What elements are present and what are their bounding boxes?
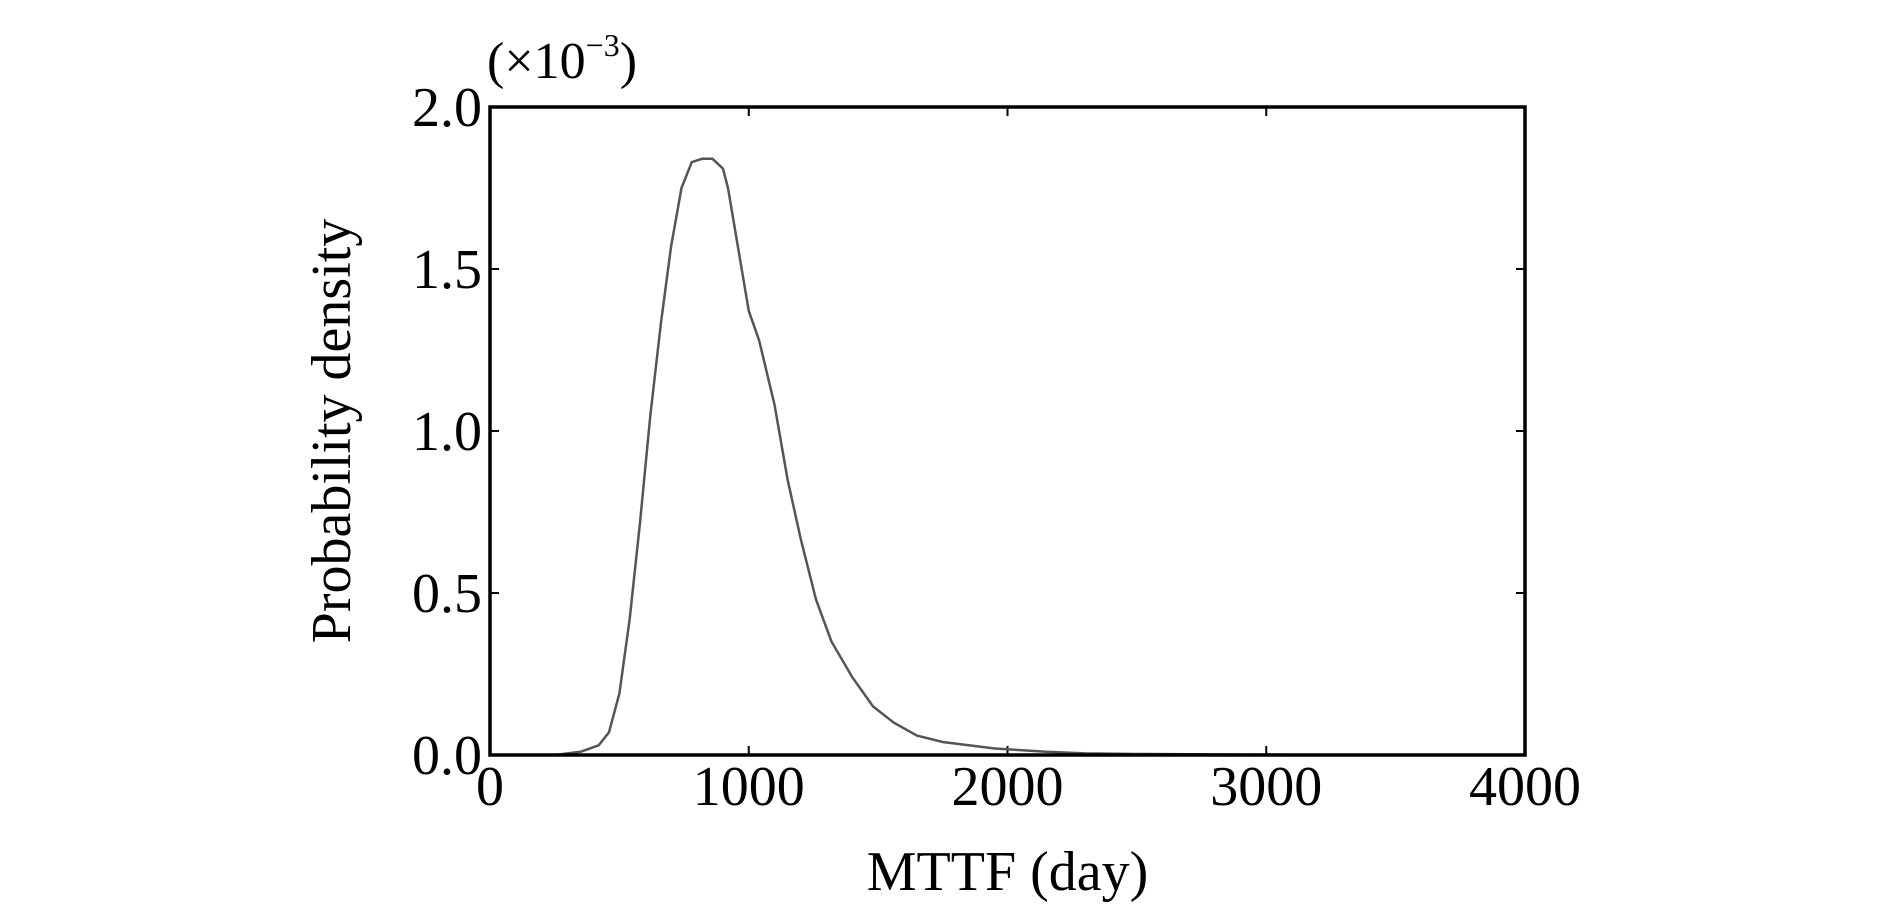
y-axis-label: Probability density: [301, 219, 363, 644]
x-tick-label: 1000: [693, 756, 805, 818]
y-scale-multiplier: (×10−3): [487, 27, 637, 90]
y-tick-label: 0.0: [412, 725, 482, 787]
y-tick-label: 2.0: [412, 77, 482, 139]
y-scale-exponent: −3: [586, 27, 620, 63]
plot-frame: [488, 105, 1527, 757]
y-scale-suffix: ): [620, 33, 637, 90]
x-tick-label: 3000: [1210, 756, 1322, 818]
tick-labels-layer: 0 1000 2000 3000 4000 0.0 0.5 1.0 1.5 2.0: [412, 77, 1581, 818]
y-tick-label: 1.5: [412, 239, 482, 301]
y-tick-label: 1.0: [412, 401, 482, 463]
y-tick-label: 0.5: [412, 563, 482, 625]
x-tick-label: 2000: [952, 756, 1064, 818]
density-series-line: [554, 157, 1422, 757]
x-axis-label: MTTF (day): [867, 841, 1149, 903]
x-tick-label: 0: [476, 756, 504, 818]
x-tick-label: 4000: [1469, 756, 1581, 818]
y-scale-prefix: (×10: [487, 33, 586, 90]
